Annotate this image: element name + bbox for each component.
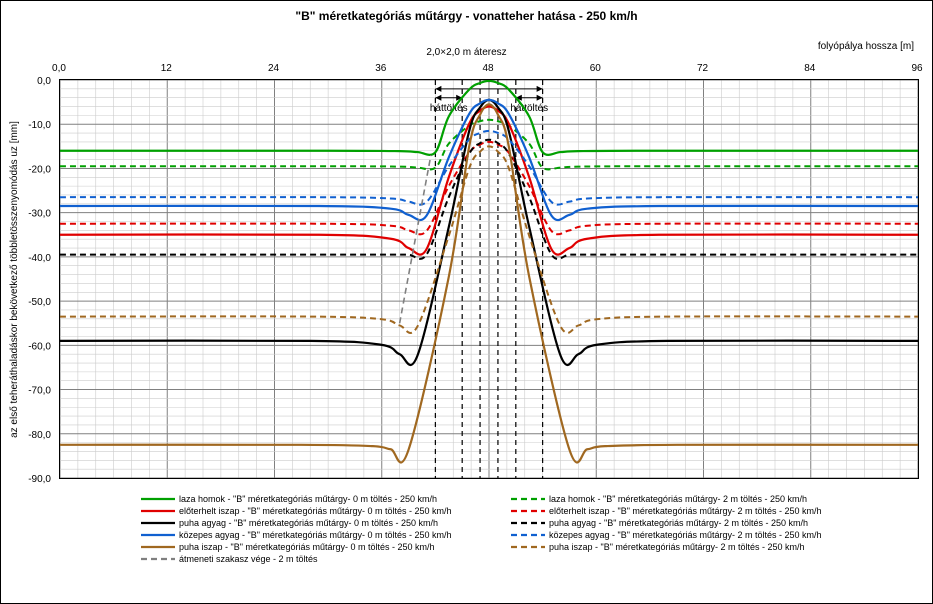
legend-label: közepes agyag - "B" méretkategóriás műtá…	[179, 530, 452, 540]
legend-swatch	[511, 530, 545, 540]
x-tick: 96	[911, 63, 923, 74]
chart-legend: laza homok - "B" méretkategóriás műtárgy…	[141, 493, 901, 593]
y-tick: -30,0	[28, 209, 51, 220]
y-tick: -20,0	[28, 164, 51, 175]
x-tick: 48	[482, 63, 494, 74]
legend-swatch	[511, 506, 545, 516]
x-tick: 84	[804, 63, 816, 74]
legend-item: előterhelt iszap - "B" méretkategóriás m…	[511, 506, 881, 516]
y-tick: -40,0	[28, 253, 51, 264]
x-tick-labels: 0,01224364860728496	[1, 59, 933, 79]
y-tick: -60,0	[28, 341, 51, 352]
culvert-annotation-text: 2,0×2,0 m áteresz	[426, 47, 506, 58]
svg-text:háttöltés: háttöltés	[510, 103, 548, 114]
legend-swatch	[511, 494, 545, 504]
x-tick: 36	[375, 63, 387, 74]
legend-item: puha agyag - "B" méretkategóriás műtárgy…	[141, 518, 511, 528]
legend-item: puha agyag - "B" méretkategóriás műtárgy…	[511, 518, 881, 528]
legend-item: puha iszap - "B" méretkategóriás műtárgy…	[511, 542, 881, 552]
svg-text:háttöltés: háttöltés	[430, 103, 468, 114]
legend-item: közepes agyag - "B" méretkategóriás műtá…	[511, 530, 881, 540]
legend-swatch	[141, 518, 175, 528]
legend-item: puha iszap - "B" méretkategóriás műtárgy…	[141, 542, 511, 552]
legend-row: átmeneti szakasz vége - 2 m töltés	[141, 553, 901, 565]
legend-swatch	[511, 542, 545, 552]
legend-row: előterhelt iszap - "B" méretkategóriás m…	[141, 505, 901, 517]
legend-label: puha iszap - "B" méretkategóriás műtárgy…	[549, 542, 805, 552]
y-tick: -50,0	[28, 297, 51, 308]
x-tick: 12	[161, 63, 173, 74]
chart-title: "B" méretkategóriás műtárgy - vonatteher…	[1, 9, 932, 23]
y-tick: -70,0	[28, 386, 51, 397]
x-tick: 72	[697, 63, 709, 74]
legend-label: laza homok - "B" méretkategóriás műtárgy…	[549, 494, 807, 504]
legend-item: előterhelt iszap - "B" méretkategóriás m…	[141, 506, 511, 516]
legend-row: laza homok - "B" méretkategóriás műtárgy…	[141, 493, 901, 505]
legend-label: átmeneti szakasz vége - 2 m töltés	[179, 554, 318, 564]
legend-item: közepes agyag - "B" méretkategóriás műtá…	[141, 530, 511, 540]
legend-label: előterhelt iszap - "B" méretkategóriás m…	[549, 506, 822, 516]
legend-label: puha agyag - "B" méretkategóriás műtárgy…	[179, 518, 438, 528]
legend-swatch	[141, 494, 175, 504]
legend-item: laza homok - "B" méretkategóriás műtárgy…	[141, 494, 511, 504]
y-tick: -90,0	[28, 474, 51, 485]
legend-item: átmeneti szakasz vége - 2 m töltés	[141, 554, 511, 564]
legend-row: közepes agyag - "B" méretkategóriás műtá…	[141, 529, 901, 541]
legend-row: puha agyag - "B" méretkategóriás műtárgy…	[141, 517, 901, 529]
y-tick-labels: 0,0 -10,0 -20,0 -30,0 -40,0 -50,0 -60,0 -70,0 -8…	[1, 71, 59, 491]
y-tick: 0,0	[37, 76, 51, 87]
legend-row: puha iszap - "B" méretkategóriás műtárgy…	[141, 541, 901, 553]
chart-frame: "B" méretkategóriás műtárgy - vonatteher…	[0, 0, 933, 604]
y-tick: -10,0	[28, 120, 51, 131]
legend-swatch	[141, 530, 175, 540]
y-tick: -80,0	[28, 430, 51, 441]
legend-swatch	[141, 506, 175, 516]
legend-swatch	[141, 542, 175, 552]
legend-swatch	[141, 554, 175, 564]
x-tick: 60	[590, 63, 602, 74]
legend-label: laza homok - "B" méretkategóriás műtárgy…	[179, 494, 437, 504]
legend-label: puha iszap - "B" méretkategóriás műtárgy…	[179, 542, 435, 552]
legend-swatch	[511, 518, 545, 528]
legend-label: közepes agyag - "B" méretkategóriás műtá…	[549, 530, 822, 540]
culvert-annotation: 2,0×2,0 m áteresz	[1, 47, 932, 58]
legend-label: puha agyag - "B" méretkategóriás műtárgy…	[549, 518, 808, 528]
chart-svg: háttöltés háttöltés	[60, 80, 918, 478]
legend-label: előterhelt iszap - "B" méretkategóriás m…	[179, 506, 452, 516]
x-tick: 24	[268, 63, 280, 74]
legend-item: laza homok - "B" méretkategóriás műtárgy…	[511, 494, 881, 504]
chart-plot-area: háttöltés háttöltés	[59, 79, 919, 479]
